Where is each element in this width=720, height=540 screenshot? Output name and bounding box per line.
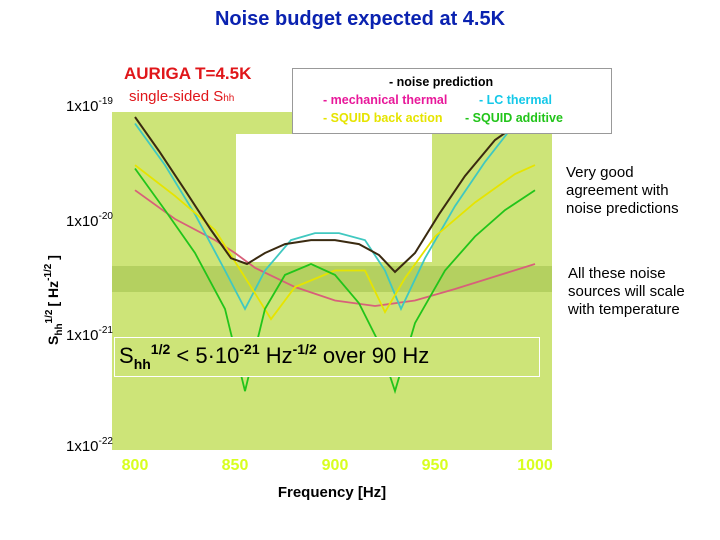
legend-item-lc-thermal: - LC thermal: [479, 93, 552, 107]
y-axis-label: Shh1/2[ Hz-1/2 ]: [43, 255, 65, 345]
series-line-SQUID-back-action: [134, 164, 536, 321]
note-temperature-scaling: All these noise sources will scale with te…: [568, 265, 685, 318]
x-tick-labels: 800 850 900 950 1000: [122, 457, 553, 474]
series-layer: [134, 111, 536, 395]
plot-subtitle: single-sided Shh: [129, 88, 235, 105]
x-tick-label: 1000: [517, 457, 553, 474]
legend-title: - noise prediction: [389, 75, 494, 89]
x-tick-label: 950: [422, 457, 449, 474]
plot-band-darker: [112, 266, 552, 292]
plot-region-white: [236, 134, 432, 262]
x-tick-label: 900: [322, 457, 349, 474]
y-tick-label: 1x10-19: [66, 96, 113, 115]
legend: - noise prediction - mechanical thermal …: [292, 68, 612, 134]
x-tick-label: 850: [222, 457, 249, 474]
series-line-LC-thermal: [134, 111, 536, 312]
legend-item-squid-back-action: - SQUID back action: [323, 111, 443, 125]
series-line-mechanical-thermal: [134, 189, 536, 307]
y-tick-label: 1x10-21: [66, 325, 113, 344]
series-line-SQUID-additive: [134, 167, 536, 395]
legend-item-mechanical-thermal: - mechanical thermal: [323, 93, 448, 107]
sensitivity-formula: Shh1/2 < 5·10-21 Hz-1/2 over 90 Hz: [114, 337, 540, 377]
y-tick-labels: 1x10-19 1x10-20 1x10-21 1x10-22: [66, 96, 113, 455]
slide-title: Noise budget expected at 4.5K: [214, 8, 506, 30]
x-axis-label: Frequency [Hz]: [278, 484, 386, 501]
series-line-noise-prediction: [134, 111, 536, 274]
y-tick-label: 1x10-22: [66, 436, 113, 455]
x-tick-label: 800: [122, 457, 149, 474]
note-agreement: Very good agreement with noise predictions: [566, 164, 679, 217]
plot-title: AURIGA T=4.5K: [124, 64, 252, 83]
y-tick-label: 1x10-20: [66, 211, 113, 230]
legend-item-squid-additive: - SQUID additive: [465, 111, 563, 125]
